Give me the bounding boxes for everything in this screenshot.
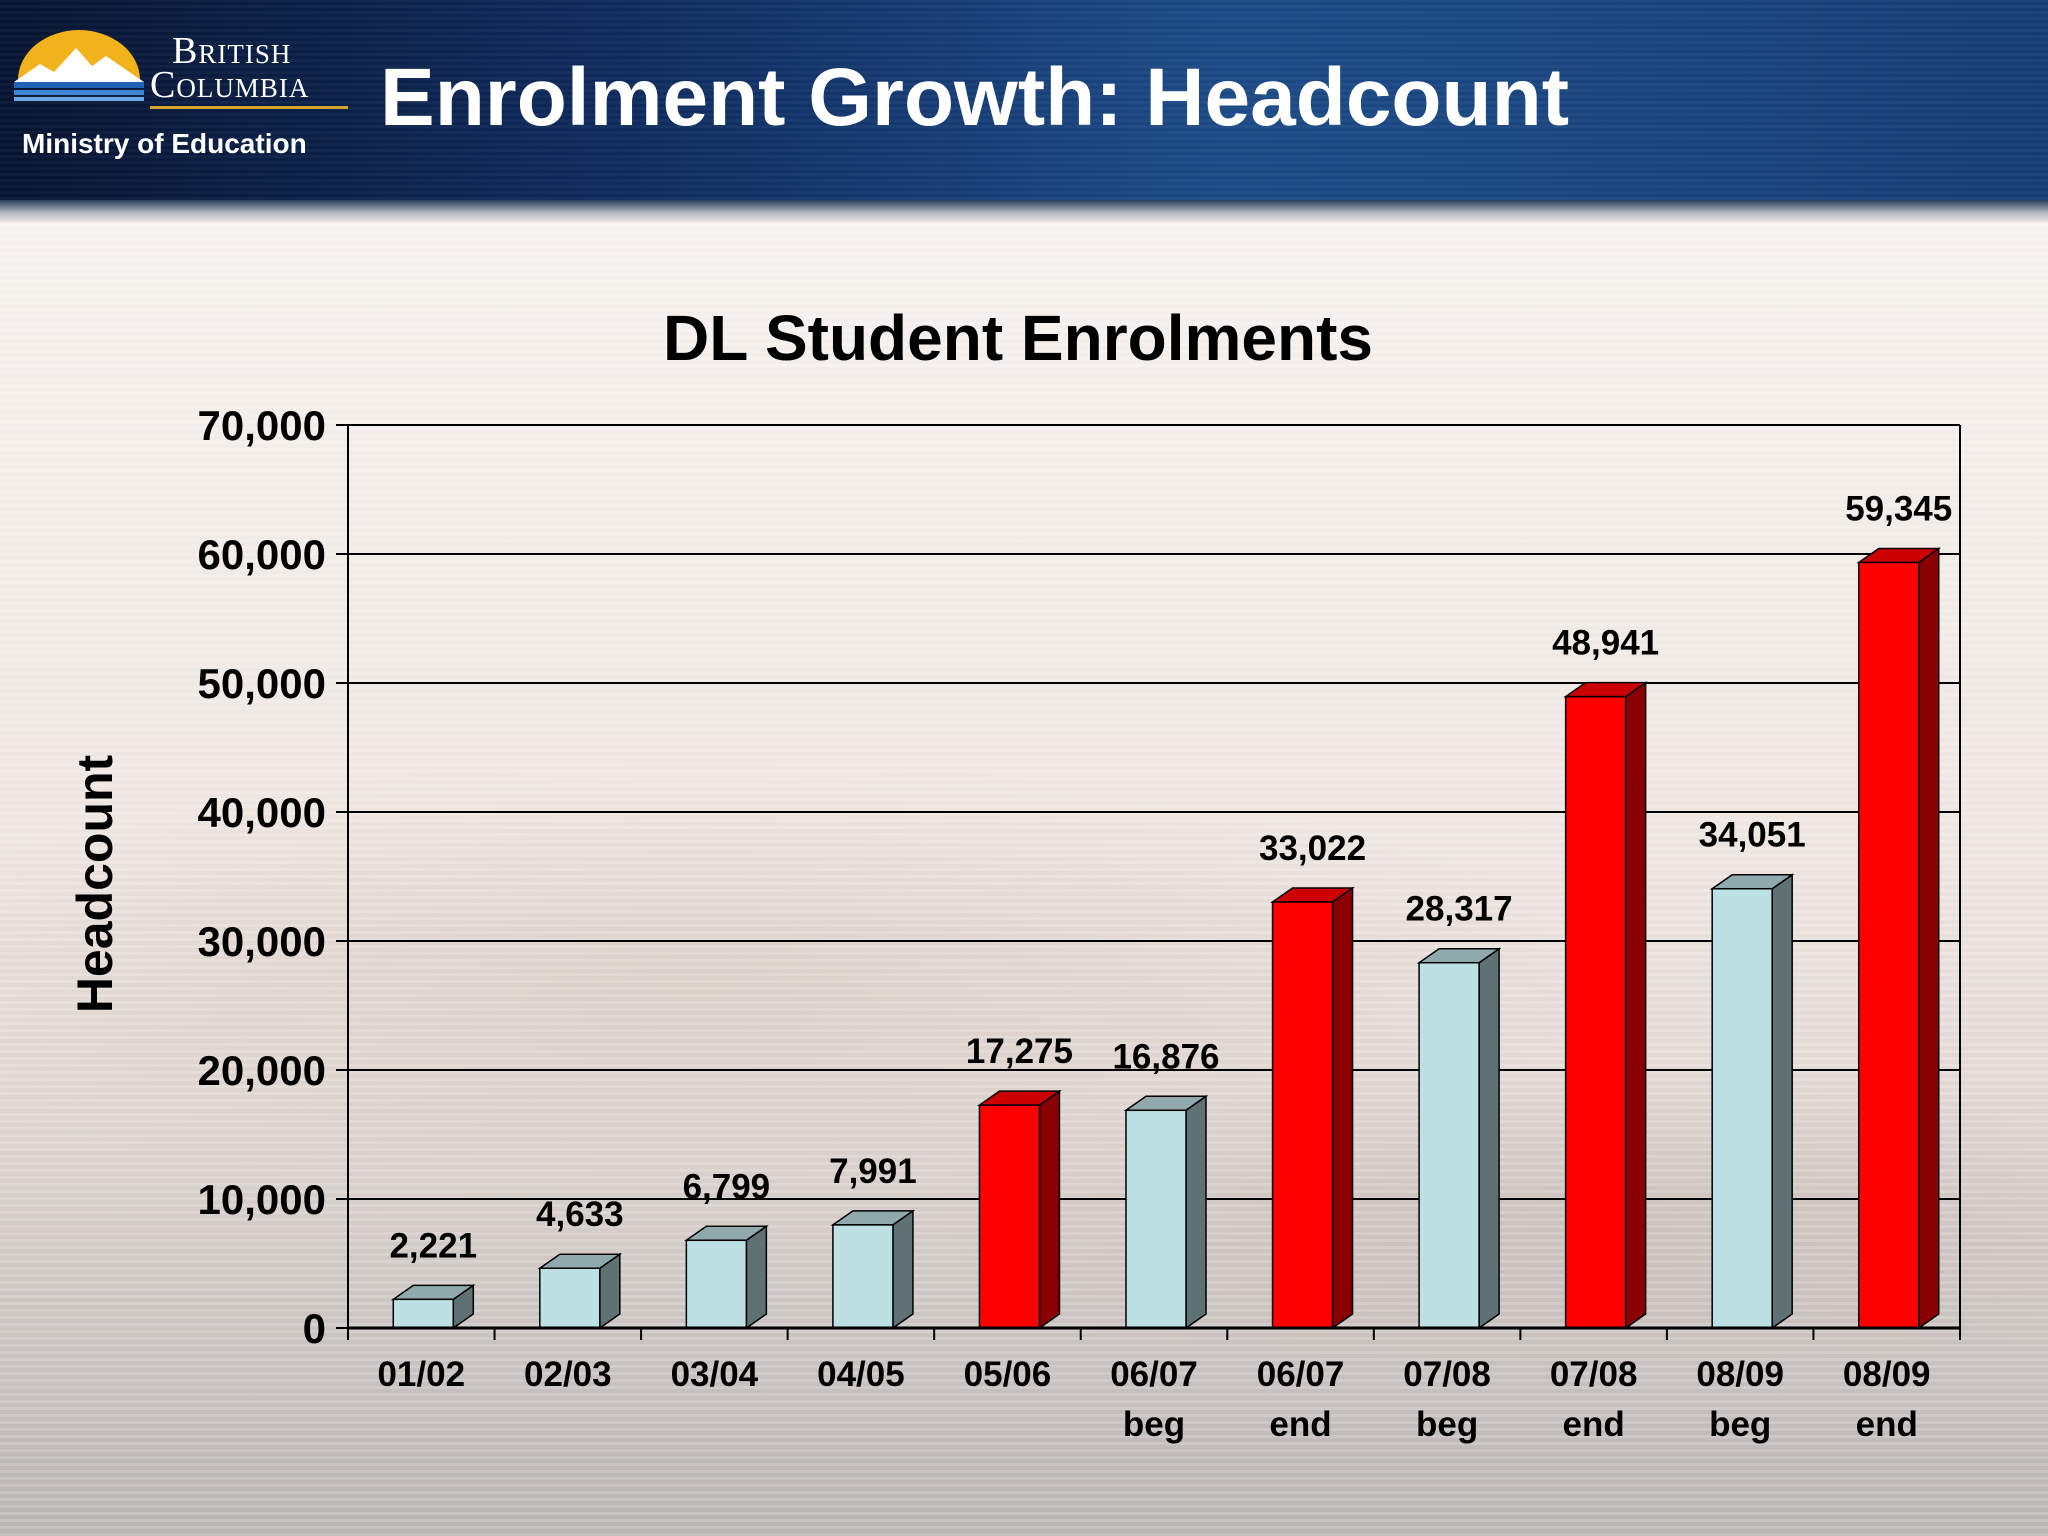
bc-logo: British Columbia Ministry of Education [14, 10, 348, 160]
x-tick-label: 08/09 [1843, 1355, 1931, 1394]
header-banner [0, 0, 2048, 200]
bar-front [1857, 561, 1920, 1329]
bar-front [392, 1298, 455, 1329]
data-labels: 2,221 4,633 6,799 7,991 17,275 16,876 33,022 28… [389, 489, 1952, 1265]
gridlines [336, 424, 1960, 1329]
data-label: 16,876 [1112, 1037, 1219, 1076]
bar [537, 1252, 623, 1330]
logo-text-british: British [172, 30, 292, 72]
logo-text-columbia: Columbia [150, 64, 310, 106]
x-tick-label: end [1269, 1405, 1331, 1444]
bar [1563, 681, 1649, 1330]
bar-side [1624, 681, 1647, 1330]
header-divider [0, 200, 2048, 222]
bar-front [832, 1224, 894, 1329]
data-label: 48,941 [1552, 624, 1659, 663]
data-label: 6,799 [683, 1167, 771, 1206]
bar-side [1771, 873, 1793, 1330]
x-tick-labels: 01/02 02/03 03/04 04/05 05/06 06/07 beg 06/07 en… [377, 1355, 1930, 1444]
x-tick-label: 08/09 [1696, 1355, 1784, 1394]
bar-front [978, 1104, 1041, 1329]
x-tick-label: 07/08 [1550, 1355, 1638, 1394]
slide-background [0, 222, 2048, 1536]
y-tick-label: 70,000 [198, 402, 326, 449]
x-tick-label: beg [1123, 1405, 1185, 1444]
bar-front [685, 1239, 748, 1329]
data-label: 7,991 [829, 1152, 917, 1191]
bar [683, 1224, 769, 1330]
bar-front [1418, 961, 1480, 1329]
x-tick-label: 06/07 [1110, 1355, 1198, 1394]
bars [390, 547, 1942, 1330]
bar [1416, 947, 1502, 1330]
data-label: 4,633 [536, 1195, 624, 1234]
data-label: 59,345 [1845, 489, 1952, 528]
y-tick-label: 10,000 [198, 1176, 326, 1223]
bar-side [1185, 1094, 1207, 1330]
bar [977, 1089, 1062, 1330]
x-tick-label: beg [1709, 1405, 1771, 1444]
bar-side [1331, 886, 1354, 1330]
bar [830, 1209, 916, 1330]
y-tick-label: 0 [303, 1305, 326, 1352]
bar-side [745, 1224, 768, 1330]
x-tick-label: 05/06 [964, 1355, 1052, 1394]
ministry-name: Ministry of Education [22, 128, 307, 159]
bar [1856, 547, 1942, 1330]
x-tick-label: 01/02 [377, 1355, 465, 1394]
logo-rule [150, 106, 348, 109]
bar-side [1478, 947, 1500, 1330]
x-tick-label: 03/04 [671, 1355, 759, 1394]
bar-front [1564, 695, 1627, 1329]
bar [1709, 873, 1795, 1330]
sunset-mountain-icon [14, 30, 144, 101]
data-label: 28,317 [1406, 890, 1513, 929]
bar [390, 1283, 476, 1330]
x-tick-label: end [1856, 1405, 1918, 1444]
x-tick-label: 07/08 [1403, 1355, 1491, 1394]
bar-side [892, 1209, 914, 1330]
y-tick-label: 40,000 [198, 789, 326, 836]
bar-front [1125, 1109, 1187, 1329]
x-tick-label: 06/07 [1257, 1355, 1345, 1394]
axes [347, 424, 1961, 1340]
y-tick-labels: 0 10,000 20,000 30,000 40,000 50,000 60,000 70,… [198, 402, 326, 1352]
x-tick-label: beg [1416, 1405, 1478, 1444]
y-tick-label: 20,000 [198, 1047, 326, 1094]
y-tick-label: 30,000 [198, 918, 326, 965]
bar-front [1271, 901, 1334, 1329]
slide-title: Enrolment Growth: Headcount [380, 52, 1569, 143]
x-tick-label: 04/05 [817, 1355, 905, 1394]
x-tick-label: 02/03 [524, 1355, 612, 1394]
bar-side [1038, 1089, 1061, 1330]
data-label: 34,051 [1699, 816, 1806, 855]
y-tick-label: 50,000 [198, 660, 326, 707]
bar-side [1917, 547, 1940, 1330]
data-label: 2,221 [389, 1226, 477, 1265]
bar [1270, 886, 1355, 1330]
bar [1123, 1094, 1209, 1330]
bar-front [1711, 887, 1773, 1329]
y-axis-label: Headcount [67, 754, 123, 1013]
x-tick-label: end [1563, 1405, 1625, 1444]
data-label: 17,275 [966, 1032, 1073, 1071]
y-tick-label: 60,000 [198, 531, 326, 578]
bar-front [539, 1267, 601, 1329]
chart-title: DL Student Enrolments [663, 302, 1373, 374]
data-label: 33,022 [1259, 829, 1366, 868]
